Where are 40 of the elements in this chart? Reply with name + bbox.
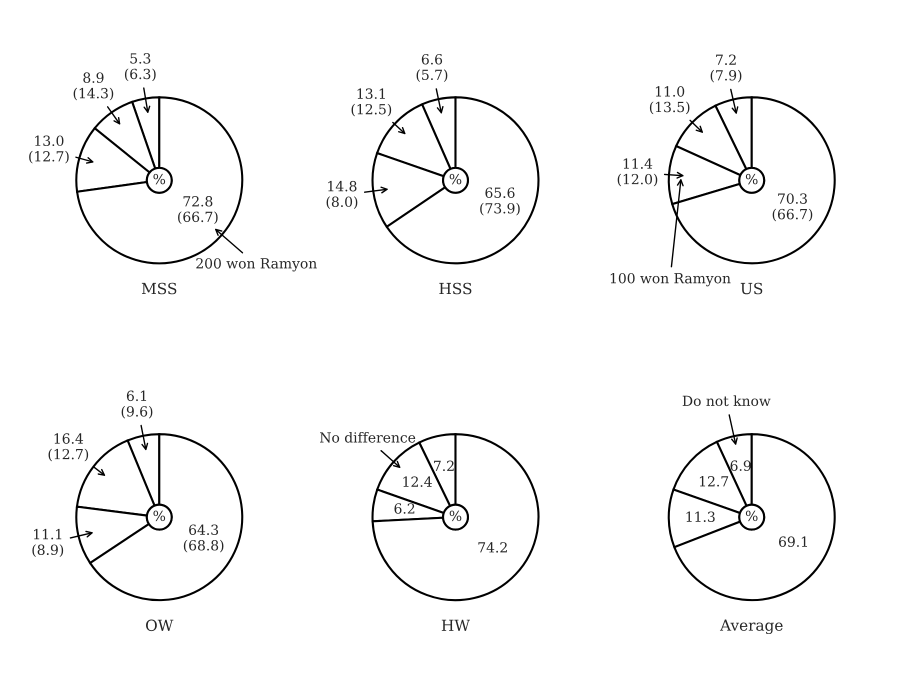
data-label: 6.1 (9.6): [122, 390, 152, 419]
text: %: [153, 174, 166, 184]
data-label: 7.2: [434, 460, 454, 472]
data-label: 11.3: [686, 511, 715, 522]
data-label: 65.6 (73.9): [480, 187, 520, 216]
data-label: 12.4: [403, 476, 432, 487]
text: HW: [442, 620, 470, 631]
data-label: 6.9: [730, 460, 751, 471]
text: Average: [720, 620, 783, 634]
slice-label: No difference: [320, 432, 416, 443]
data-label: 8.9 (14.3): [74, 72, 114, 100]
data-label: 11.1 (8.9): [32, 528, 64, 557]
data-label: 72.8 (66.7): [178, 196, 218, 224]
slice-label: 100 won Ramyon: [610, 272, 731, 286]
text: %: [450, 510, 462, 522]
data-label: 6.2: [394, 503, 414, 514]
data-label: 14.8 (8.0): [326, 180, 358, 209]
text: %: [450, 174, 462, 184]
text: MSS: [142, 282, 176, 294]
text: HSS: [439, 282, 472, 294]
text: OW: [146, 620, 174, 632]
data-label: 64.3 (68.8): [184, 524, 224, 552]
text: %: [746, 510, 758, 522]
data-label: 7.2 (7.9): [710, 54, 742, 82]
slice-label: 200 won Ramyon: [196, 258, 317, 272]
data-label: 6.6 (5.7): [416, 54, 448, 82]
data-label: 13.1 (12.5): [352, 88, 392, 116]
data-label: 11.0 (13.5): [650, 86, 690, 114]
data-label: 11.4 (12.0): [618, 158, 658, 186]
data-label: 70.3 (66.7): [772, 193, 812, 222]
text: %: [746, 174, 758, 184]
data-label: 5.3 (6.3): [124, 53, 156, 82]
text: %: [153, 510, 166, 522]
text: US: [740, 282, 762, 294]
slice-label: Do not know: [682, 395, 771, 406]
data-label: 69.1: [779, 536, 808, 547]
data-label: 12.7: [700, 476, 728, 487]
data-label: 16.4 (12.7): [48, 433, 88, 462]
data-label: 13.0 (12.7): [29, 136, 69, 164]
data-label: 74.2: [478, 542, 507, 553]
